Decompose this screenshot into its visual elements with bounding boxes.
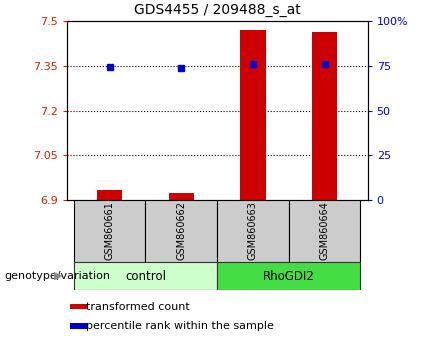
Text: ▶: ▶ — [54, 271, 62, 281]
Text: GSM860662: GSM860662 — [176, 201, 186, 261]
Bar — [70, 323, 88, 329]
Text: GSM860661: GSM860661 — [104, 201, 115, 261]
Bar — [217, 200, 289, 262]
Text: GSM860664: GSM860664 — [319, 201, 330, 261]
Bar — [240, 30, 265, 200]
Bar — [312, 32, 337, 200]
Bar — [169, 193, 194, 200]
Title: GDS4455 / 209488_s_at: GDS4455 / 209488_s_at — [134, 4, 301, 17]
Bar — [97, 190, 122, 200]
Text: GSM860663: GSM860663 — [248, 201, 258, 261]
Text: percentile rank within the sample: percentile rank within the sample — [86, 321, 274, 331]
Text: RhoGDI2: RhoGDI2 — [263, 270, 315, 282]
Bar — [289, 200, 360, 262]
Bar — [217, 262, 360, 290]
Bar — [70, 304, 88, 309]
Bar — [74, 200, 145, 262]
Bar — [74, 262, 217, 290]
Text: control: control — [125, 270, 166, 282]
Text: genotype/variation: genotype/variation — [4, 271, 111, 281]
Bar — [145, 200, 217, 262]
Text: transformed count: transformed count — [86, 302, 190, 312]
